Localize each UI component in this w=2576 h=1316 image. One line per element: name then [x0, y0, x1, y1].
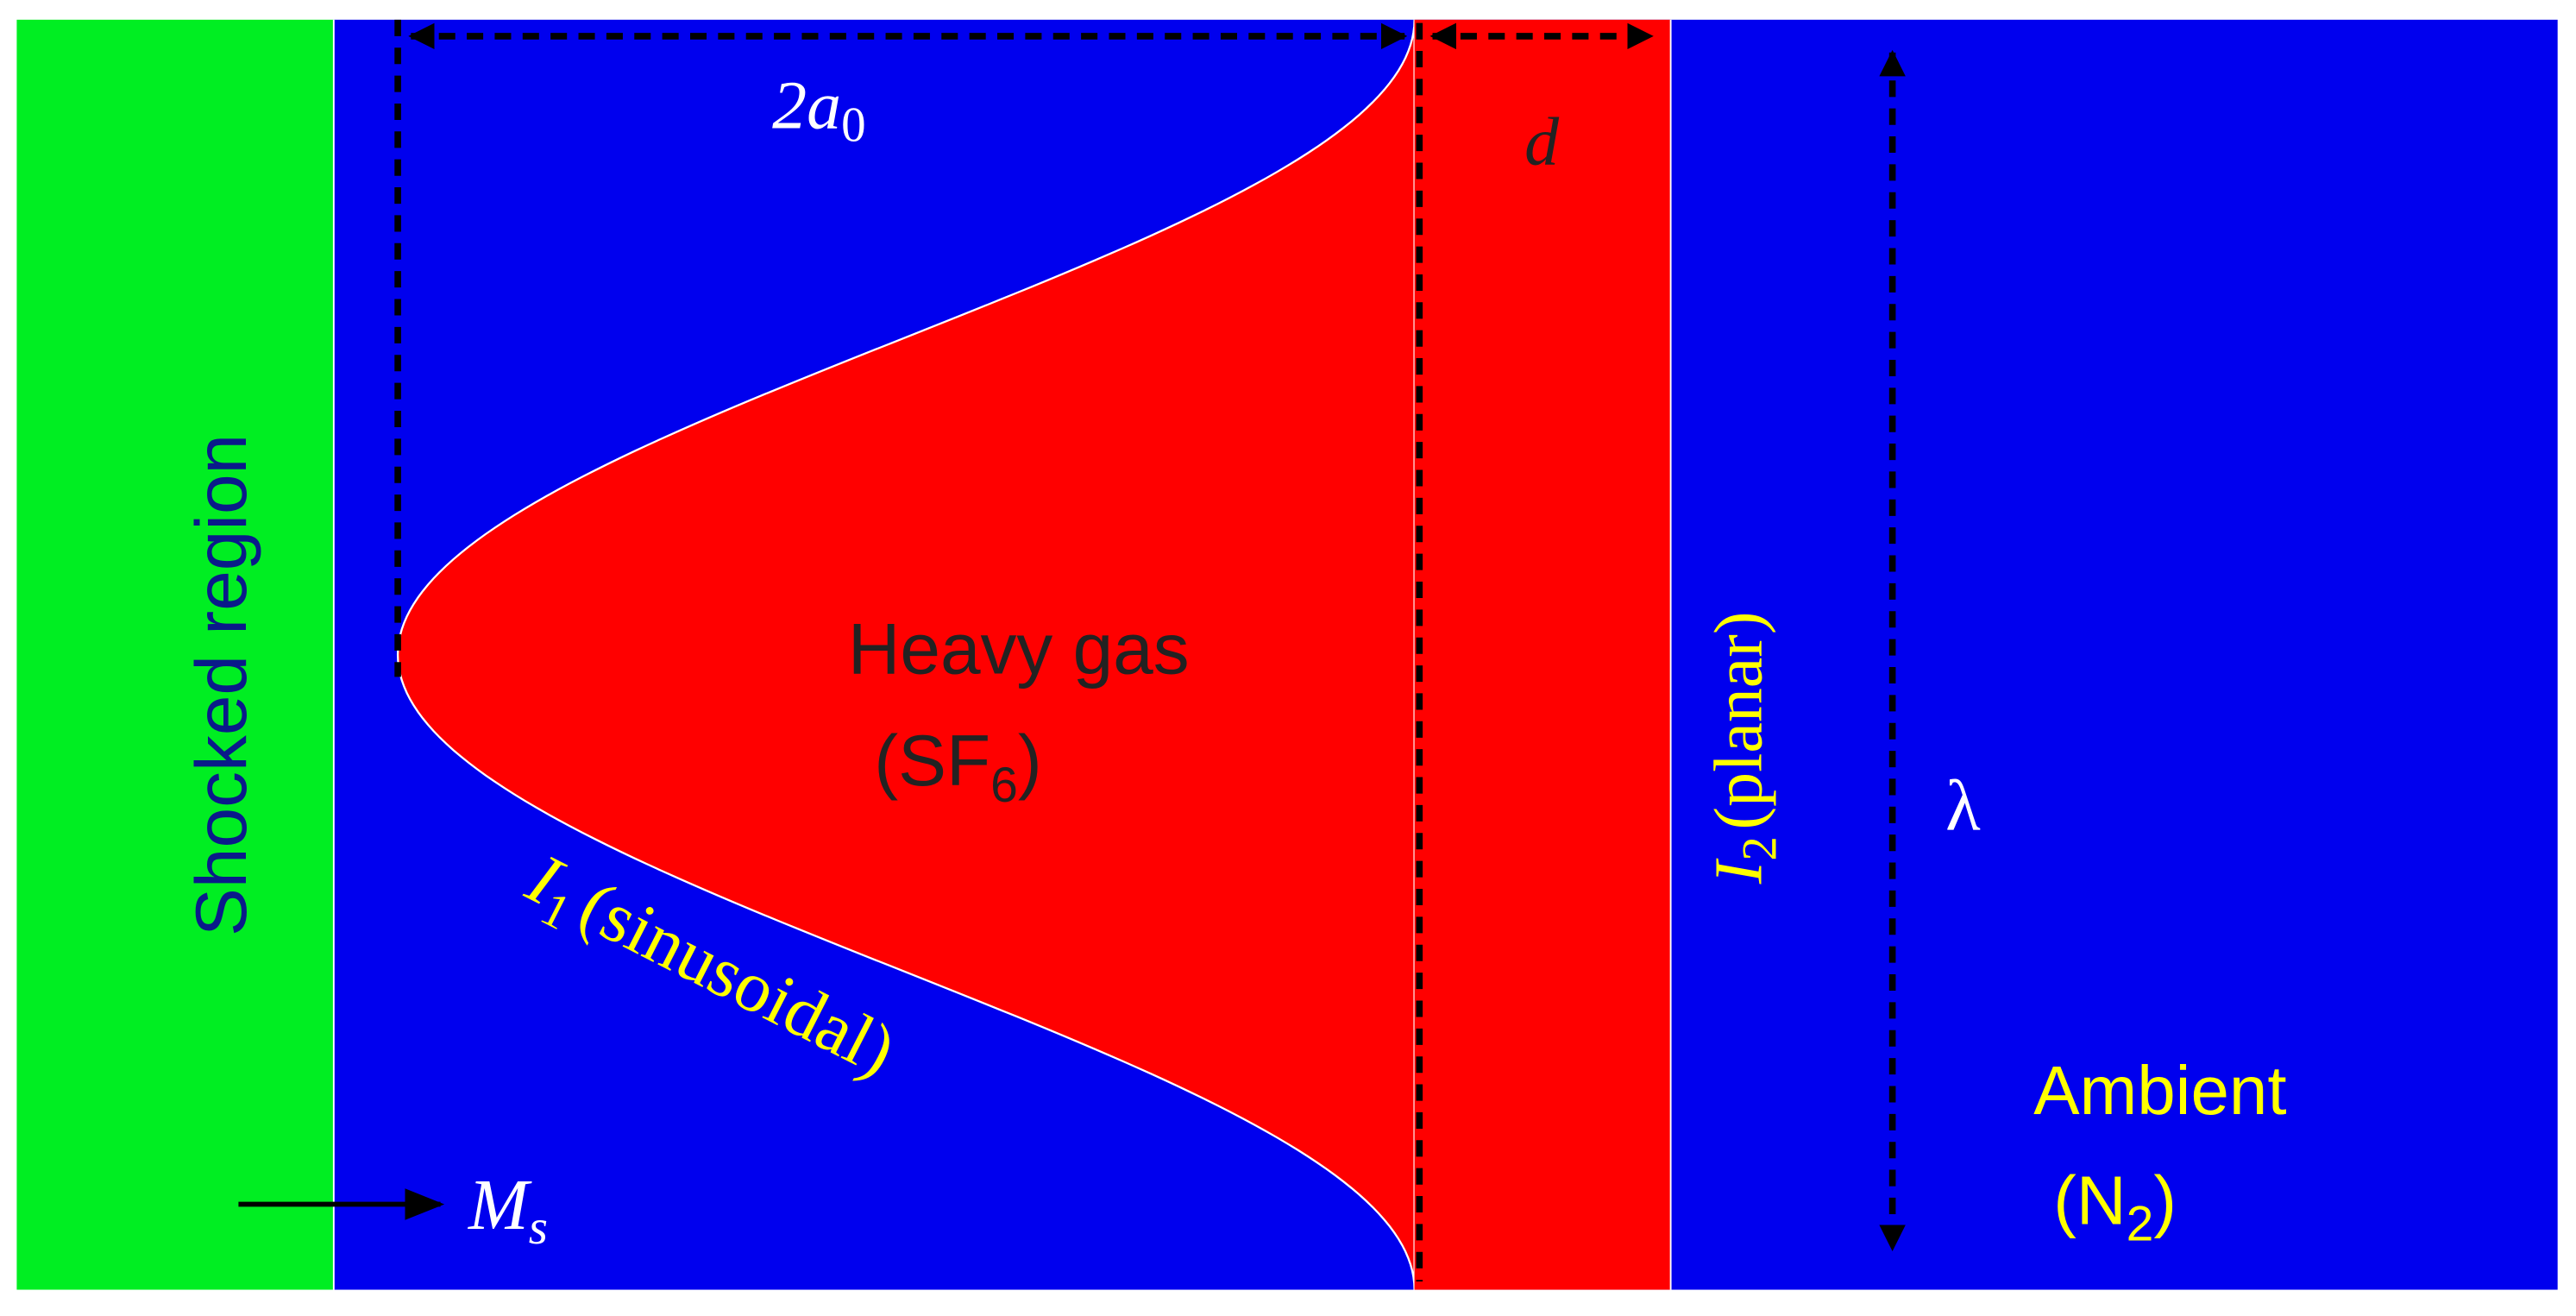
- ambient-label: Ambient: [2033, 1052, 2286, 1129]
- label-post: ): [2153, 1162, 2177, 1238]
- label-sub: 0: [841, 98, 866, 153]
- label-main: M: [468, 1165, 532, 1245]
- label-main: I: [1700, 858, 1776, 885]
- label-sub: 2: [2127, 1196, 2154, 1251]
- ambient-label-2: (N2): [2053, 1162, 2177, 1251]
- label-rest: (planar): [1700, 611, 1776, 829]
- label-main: (N: [2053, 1162, 2126, 1238]
- shock-label: Ms: [468, 1165, 548, 1255]
- heavy-gas-layer: [1414, 19, 1671, 1290]
- label-sub: 6: [990, 758, 1018, 813]
- thickness-label: d: [1524, 104, 1560, 179]
- label-sub: 2: [1732, 836, 1787, 861]
- label-main: 2a: [772, 68, 841, 144]
- label-sub: s: [529, 1200, 548, 1255]
- shocked-region: [16, 19, 334, 1290]
- label-post: ): [1018, 720, 1042, 801]
- heavy-gas-bulge: [396, 19, 1416, 1290]
- shocked-label: Shocked region: [180, 434, 261, 936]
- i2-label: I2 (planar): [1700, 611, 1787, 885]
- amplitude-label: 2a0: [772, 68, 866, 153]
- heavy-label: Heavy gas: [848, 608, 1190, 689]
- heavy-label-2: (SF6): [874, 720, 1042, 813]
- wavelength-label: λ: [1945, 765, 1981, 846]
- label-main: (SF: [874, 720, 990, 801]
